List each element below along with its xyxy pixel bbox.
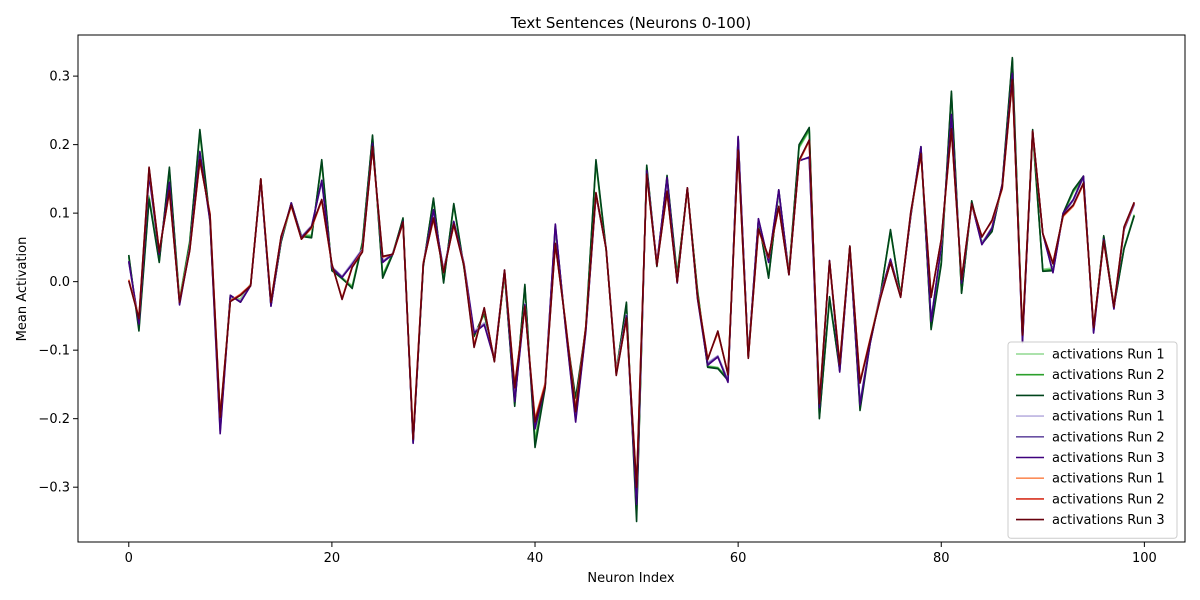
plot-area (127, 56, 1135, 523)
series-line-5 (127, 73, 1135, 504)
legend-label: activations Run 1 (1052, 348, 1165, 363)
x-tick-label: 40 (527, 551, 544, 566)
x-tick-label: 80 (933, 551, 950, 566)
y-tick-label: 0.1 (49, 207, 70, 222)
plot-frame (77, 34, 1186, 543)
y-axis-label: Mean Activation (15, 237, 30, 342)
legend-label: activations Run 2 (1052, 368, 1165, 383)
legend-box (1007, 341, 1178, 539)
y-tick-label: −0.2 (38, 412, 70, 427)
y-tick-label: 0.2 (49, 138, 70, 153)
legend-label: activations Run 1 (1052, 410, 1165, 425)
series-line-4 (127, 75, 1135, 502)
series-line-2 (127, 58, 1135, 517)
legend-label: activations Run 2 (1052, 430, 1165, 445)
y-tick-label: 0.0 (49, 275, 70, 290)
y-tick-label: −0.1 (38, 344, 70, 359)
series-line-1 (127, 60, 1135, 512)
y-tick-label: 0.3 (49, 70, 70, 85)
legend-label: activations Run 3 (1052, 389, 1165, 404)
legend-label: activations Run 3 (1052, 513, 1165, 528)
x-tick-label: 20 (324, 551, 341, 566)
x-tick-label: 60 (730, 551, 747, 566)
chart-title: Text Sentences (Neurons 0-100) (510, 14, 751, 32)
x-axis: 0 20 40 60 80 100 (125, 542, 1157, 566)
x-axis-label: Neuron Index (587, 571, 674, 586)
y-tick-label: −0.3 (38, 481, 70, 496)
legend-label: activations Run 2 (1052, 492, 1165, 507)
y-axis: −0.3 −0.2 −0.1 0.0 0.1 0.2 0.3 (38, 70, 78, 496)
legend-label: activations Run 3 (1052, 451, 1165, 466)
legend-label: activations Run 1 (1052, 472, 1165, 487)
x-tick-label: 0 (125, 551, 133, 566)
series-line-3 (127, 56, 1135, 523)
legend: activations Run 1 activations Run 2 activa… (1007, 341, 1178, 539)
series-line-9 (128, 78, 1135, 488)
x-tick-label: 100 (1132, 551, 1157, 566)
series-line-6 (127, 72, 1135, 506)
